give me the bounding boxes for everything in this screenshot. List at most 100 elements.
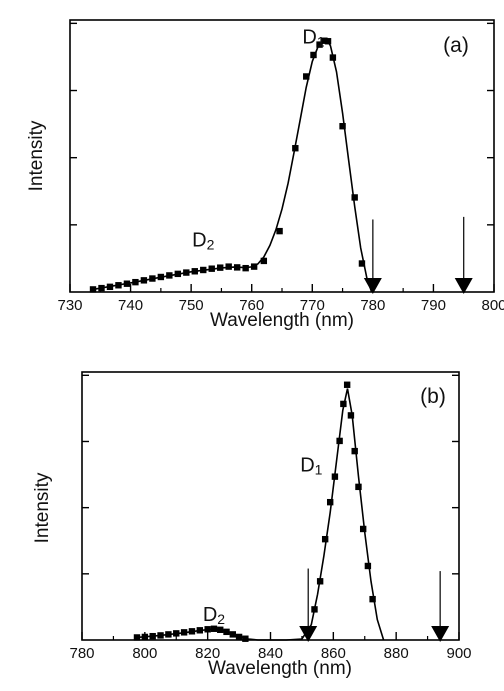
panel-b-data-point — [235, 633, 243, 641]
panel-b-x-tick-labels: 780 800 820 840 860 880 900 — [69, 645, 471, 662]
panel-b-plot-frame — [81, 371, 460, 641]
panel-a-series — [89, 37, 373, 293]
panel-a-x-tick-label: 760 — [239, 297, 264, 314]
panel-a-data-point — [123, 280, 131, 287]
panel-a-x-tick-label: 800 — [481, 297, 504, 314]
panel-b-data-point — [369, 595, 376, 603]
panel-b-data-point — [347, 412, 355, 419]
panel-a-x-tick-label: 750 — [179, 297, 204, 314]
panel-b-data-point — [311, 606, 318, 613]
panel-b-x-tick-label: 820 — [195, 645, 220, 662]
panel-a-data-point — [303, 73, 310, 80]
panel-b-data-point — [316, 578, 324, 585]
panel-a-data-point — [316, 41, 323, 48]
panel-b-annotations: D1 D2 — [203, 455, 450, 642]
panel-a-data-point — [115, 282, 122, 289]
panel-a-data-point — [166, 272, 173, 279]
panel-a-data-point — [225, 263, 232, 270]
panel-b-data-point — [217, 626, 224, 633]
panel-b-arrow-head — [431, 626, 450, 642]
panel-a-data-point — [260, 257, 268, 265]
panel-a-plot-frame — [69, 19, 495, 293]
panel-b-x-tick-label: 800 — [132, 645, 157, 662]
panel-a-annotations: D1 D2 — [192, 26, 473, 294]
panel-b-data-point — [141, 633, 149, 641]
panel-a-peak-label: D1 — [302, 26, 324, 49]
panel-a-peak-label: D2 — [192, 230, 214, 253]
panel-b-arrow-head — [299, 626, 318, 642]
panel-a-x-tick-label: 740 — [118, 297, 143, 314]
panel-a-arrow-head — [363, 278, 382, 294]
panel-a-data-point — [191, 268, 198, 275]
panel-b-data-point — [165, 631, 172, 638]
panel-b-data-point — [149, 632, 156, 640]
panel-a-data-point — [132, 278, 139, 286]
panel-b-data-point — [359, 525, 367, 533]
panel-b-data-point — [336, 437, 343, 445]
panel-a-x-axis-title: Wavelength (nm) — [210, 310, 354, 331]
panel-b-data-point — [331, 473, 339, 480]
panel-b-data-point — [180, 629, 188, 636]
panel-b-data-point — [223, 628, 230, 636]
panel-a-data-point — [324, 38, 332, 45]
panel-a-data-point — [276, 227, 283, 235]
panel-b-x-tick-label: 880 — [384, 645, 409, 662]
panel-a-data-point — [106, 283, 114, 291]
panel-a-data-point — [89, 286, 97, 293]
panel-b-data-point — [242, 635, 249, 642]
panel-b-data-point — [355, 483, 362, 491]
panel-a-label: (a) — [443, 34, 469, 57]
panel-a-data-point — [149, 275, 156, 282]
panel-a-data-point — [140, 277, 148, 284]
panel-b-x-tick-label: 860 — [321, 645, 346, 662]
panel-a-x-tick-label: 730 — [57, 297, 82, 314]
panel-a-data-point — [208, 265, 215, 272]
panel-b-axis-ticks — [81, 374, 460, 640]
panel-b-label: (b) — [420, 385, 446, 408]
panel-b-data-point — [364, 562, 372, 570]
panel-a-data-point — [174, 270, 182, 278]
panel-b-data-point — [340, 400, 347, 408]
panel-a-data-point — [321, 37, 328, 44]
panel-a-y-axis-title: Intensity — [26, 120, 47, 191]
panel-b-x-tick-label: 840 — [258, 645, 283, 662]
panel-b-data-point — [133, 634, 141, 641]
panel-a-data-point — [292, 145, 299, 152]
panel-a-data-point — [157, 273, 165, 281]
panel-b-x-tick-label: 900 — [446, 645, 471, 662]
panel-a-arrow-head — [454, 278, 473, 294]
panel-b-data-point — [204, 626, 211, 633]
panel-a-data-point — [329, 54, 337, 61]
panel-a-data-point — [351, 194, 358, 201]
panel-a-data-point — [217, 264, 224, 271]
panel-b-x-tick-label: 780 — [69, 645, 94, 662]
panel-b-data-point — [343, 381, 351, 388]
panel-b: 780 800 820 840 860 880 900 Wavelength (nm) In… — [32, 371, 472, 679]
panel-b-fit-line — [136, 388, 385, 641]
panel-a: 730 740 750 760 770 780 790 800 Wavelength (nm)… — [26, 19, 504, 331]
panel-a-x-tick-labels: 730 740 750 760 770 780 790 800 — [57, 297, 504, 314]
panel-a-data-point — [310, 51, 317, 59]
panel-b-peak-label: D2 — [203, 604, 225, 627]
panel-b-data-point — [157, 632, 164, 639]
panel-a-axis-ticks — [69, 22, 495, 292]
panel-b-peak-label: D1 — [300, 455, 322, 478]
panel-b-data-point — [326, 498, 334, 506]
panel-a-x-tick-label: 770 — [300, 297, 325, 314]
panel-a-x-tick-label: 790 — [421, 297, 446, 314]
panel-a-data-point — [183, 269, 190, 276]
panel-a-x-tick-label: 780 — [360, 297, 385, 314]
panel-a-data-point — [98, 284, 105, 292]
panel-a-data-point — [358, 260, 366, 267]
panel-a-data-point — [242, 264, 249, 272]
panel-b-data-point — [173, 630, 180, 637]
panel-a-data-point — [250, 263, 258, 270]
panel-b-data-point — [351, 447, 358, 455]
panel-a-fit-line — [92, 37, 373, 293]
panel-b-y-axis-title: Intensity — [32, 472, 53, 543]
panel-b-data-point — [196, 627, 204, 634]
panel-b-data-point — [321, 535, 329, 543]
panel-a-data-point — [233, 264, 241, 271]
panel-a-data-point — [200, 266, 207, 274]
